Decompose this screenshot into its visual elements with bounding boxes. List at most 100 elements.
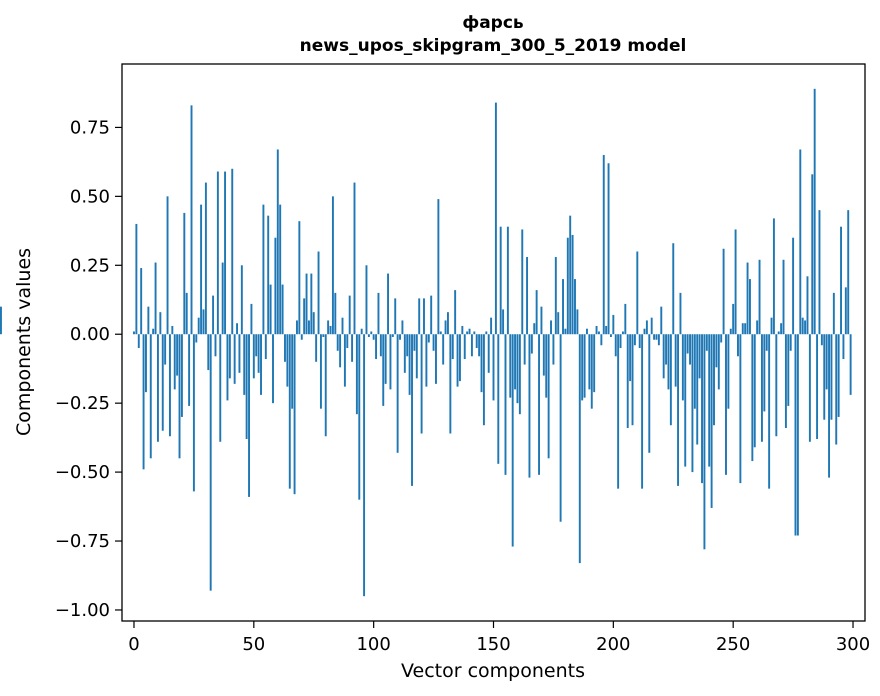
bar <box>370 331 373 335</box>
bar <box>149 334 152 459</box>
bar <box>437 199 440 335</box>
bar <box>324 334 327 437</box>
bar <box>753 334 756 448</box>
bar <box>665 334 668 365</box>
bar <box>772 218 775 335</box>
bar <box>588 334 591 390</box>
bar <box>200 204 203 335</box>
bar <box>737 334 739 357</box>
bar <box>341 317 344 335</box>
bar <box>291 334 294 409</box>
bar <box>499 226 502 335</box>
bar <box>286 334 289 387</box>
bar <box>828 334 831 478</box>
bar <box>717 334 720 390</box>
bar <box>633 334 636 346</box>
bar <box>837 334 840 417</box>
bar <box>710 334 713 508</box>
bar <box>722 248 725 335</box>
x-axis: 0 50 100 150 200 250 300 <box>128 621 870 655</box>
bar <box>667 334 670 390</box>
bar <box>545 334 548 398</box>
bar <box>260 334 262 395</box>
bar <box>684 334 687 467</box>
bar <box>447 312 449 335</box>
bar <box>166 196 169 335</box>
bar <box>389 334 392 390</box>
bar <box>147 306 150 335</box>
y-tick-label: −1.00 <box>55 600 110 621</box>
bar <box>329 325 332 335</box>
bar <box>732 303 735 335</box>
bar <box>248 334 250 497</box>
bar <box>156 334 159 442</box>
bar <box>300 334 303 340</box>
bar <box>528 334 531 478</box>
bar <box>578 334 581 564</box>
bar <box>787 334 790 406</box>
bar <box>250 303 253 335</box>
bar <box>173 334 176 390</box>
bar <box>176 334 179 376</box>
bar <box>813 88 816 335</box>
bar <box>650 317 653 335</box>
bar <box>506 226 509 335</box>
bar <box>701 334 703 484</box>
bar <box>840 226 842 335</box>
bar <box>792 237 795 335</box>
bar <box>823 334 826 420</box>
bar <box>468 328 471 335</box>
bar <box>355 334 358 415</box>
bar <box>760 334 763 442</box>
bar <box>377 292 380 335</box>
bar <box>454 290 457 335</box>
bar <box>307 320 310 335</box>
bar <box>533 323 536 335</box>
bar <box>195 334 198 343</box>
bar <box>293 334 296 495</box>
bar <box>763 334 766 412</box>
bar <box>188 334 191 406</box>
bar <box>145 334 147 393</box>
bar <box>185 292 188 335</box>
bar <box>137 334 140 349</box>
bar <box>794 334 797 536</box>
y-axis-label: Components values <box>13 248 35 436</box>
bar <box>473 331 476 335</box>
bar <box>801 317 804 335</box>
bar <box>825 334 828 390</box>
bar <box>183 212 186 335</box>
bar <box>509 334 512 398</box>
bar <box>734 229 737 335</box>
bar <box>530 334 533 354</box>
y-tick-label: −0.75 <box>55 531 110 552</box>
bar <box>492 334 495 401</box>
bar <box>284 334 286 362</box>
bar <box>423 298 425 335</box>
bar <box>648 334 651 453</box>
bar <box>693 334 696 409</box>
bar <box>298 221 301 335</box>
bar <box>288 334 291 489</box>
x-tick-label: 50 <box>242 634 265 655</box>
bar <box>624 303 627 335</box>
bar <box>816 334 819 440</box>
bar <box>348 295 351 335</box>
bar <box>336 334 339 351</box>
bar <box>159 312 162 335</box>
bar <box>197 317 200 335</box>
bar <box>756 320 759 335</box>
bar <box>583 334 586 398</box>
bar <box>135 223 138 335</box>
bar <box>768 334 771 489</box>
bar <box>214 334 217 357</box>
bar <box>799 149 802 335</box>
bar <box>396 334 399 453</box>
bar <box>365 265 368 335</box>
bar <box>796 334 799 536</box>
bar <box>212 295 215 335</box>
bar <box>216 171 219 335</box>
bar <box>554 257 557 335</box>
bar <box>406 334 409 357</box>
bar <box>542 334 545 376</box>
